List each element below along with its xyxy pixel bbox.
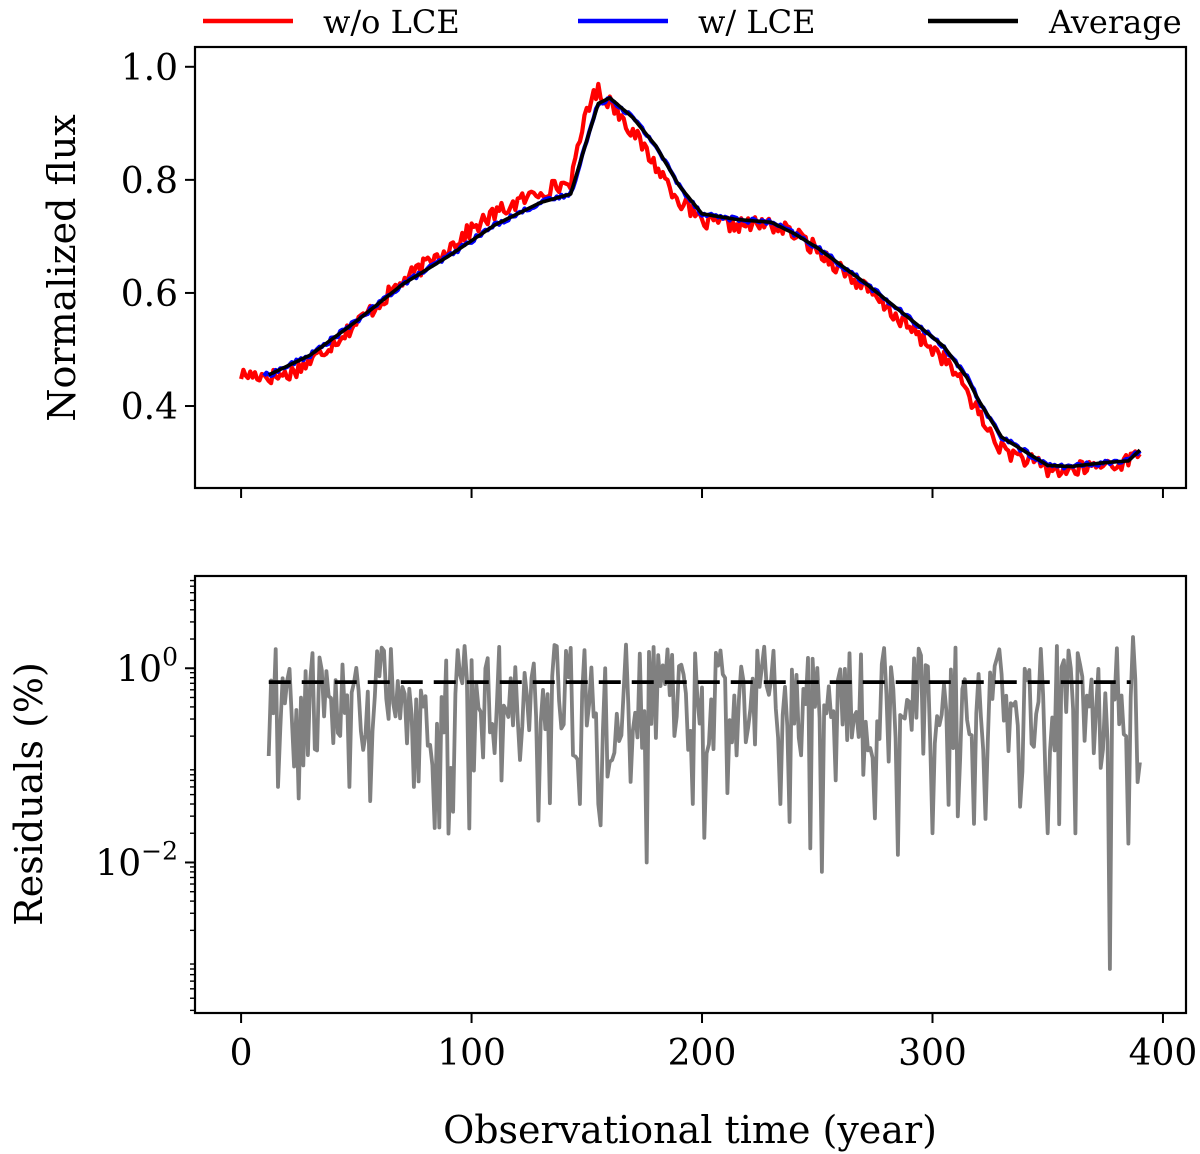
residuals-y-tick-label: 100: [116, 642, 178, 690]
legend-label-wo-lce: w/o LCE: [323, 3, 460, 41]
legend-label-w-lce: w/ LCE: [698, 3, 815, 41]
flux-series-w-o-lce: [239, 81, 1142, 479]
flux-panel-frame: [193, 45, 1188, 490]
legend-label-average: Average: [1048, 3, 1182, 41]
x-tick-label: 100: [437, 1033, 506, 1074]
legend: w/o LCE w/ LCE Average: [203, 3, 1182, 41]
residuals-y-tick-label: 10−2: [95, 836, 178, 884]
flux-series-average: [267, 96, 1142, 469]
x-tick-label: 0: [230, 1033, 253, 1074]
x-tick-label: 400: [1129, 1033, 1198, 1074]
flux-y-tick-label: 0.8: [121, 161, 178, 202]
residuals-panel: 0 100 200 300 400 10−2 100 Residuals (%): [7, 574, 1198, 1074]
x-tick-label: 300: [898, 1033, 967, 1074]
residuals-plot-area: [266, 635, 1142, 971]
flux-y-tick-label: 1.0: [121, 48, 178, 89]
flux-y-tick-label: 0.4: [121, 387, 178, 428]
residuals-series: [266, 635, 1142, 971]
x-tick-label: 200: [668, 1033, 737, 1074]
residuals-y-axis-label: Residuals (%): [7, 662, 51, 926]
flux-y-axis-label: Normalized flux: [40, 114, 84, 421]
residuals-axes: 0 100 200 300 400 10−2 100: [95, 579, 1198, 1074]
x-axis-label: Observational time (year): [443, 1108, 937, 1152]
flux-plot-area: [239, 81, 1142, 479]
flux-y-tick-label: 0.6: [121, 274, 178, 315]
residuals-panel-frame: [193, 574, 1188, 1015]
flux-panel: 0.4 0.6 0.8 1.0 Normalized flux: [40, 45, 1188, 498]
flux-axes: 0.4 0.6 0.8 1.0: [121, 48, 1164, 498]
